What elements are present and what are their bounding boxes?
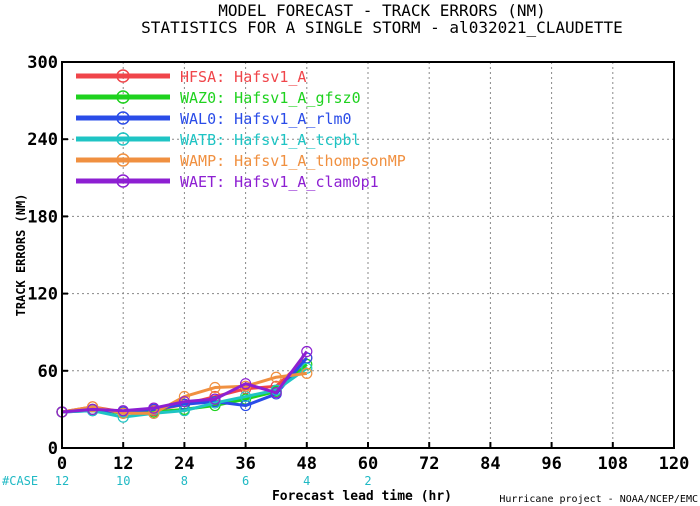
data-point — [240, 399, 252, 412]
series-line — [61, 367, 308, 419]
data-point — [117, 405, 129, 417]
legend-entry: WAZ0: Hafsv1_A_gfsz0 — [76, 89, 361, 107]
legend-entry: HFSA: Hafsv1_A — [76, 68, 306, 86]
legend-swatch-marker — [116, 132, 130, 146]
y-axis-label: TRACK ERRORS (NM) — [14, 194, 28, 317]
chart-title: MODEL FORECAST - TRACK ERRORS (NM) — [218, 1, 546, 20]
case-count: 12 — [55, 474, 69, 488]
legend-label: WAET: Hafsv1_A_clam0p1 — [180, 173, 379, 191]
plot-frame — [61, 61, 675, 449]
case-label: #CASE — [2, 474, 38, 488]
series-line — [61, 350, 309, 414]
y-tick-label: 60 — [38, 362, 58, 382]
legend-swatch-marker — [116, 90, 130, 104]
x-tick-label: 36 — [235, 454, 255, 474]
case-count-row: #CASE 12 10 8 6 4 2 — [2, 474, 372, 488]
data-point — [270, 371, 282, 383]
legend-label: WATB: Hafsv1_A_tcpbl — [180, 131, 361, 149]
legend-entry: WAL0: Hafsv1_A_rlm0 — [76, 110, 352, 128]
data-point — [240, 378, 252, 390]
y-tick-label: 0 — [48, 439, 58, 459]
series-waet — [56, 345, 313, 418]
data-point — [209, 393, 221, 405]
x-tick-label: 60 — [358, 454, 378, 474]
y-tick-label: 180 — [27, 207, 58, 227]
y-tick-label: 120 — [27, 285, 58, 305]
y-axis-ticks: 0 60 120 180 240 300 — [27, 53, 68, 459]
x-axis-ticks: 0 12 24 36 48 60 72 84 96 108 120 — [57, 442, 689, 474]
data-point — [178, 396, 190, 408]
x-tick-label: 12 — [113, 454, 133, 474]
x-tick-label: 120 — [659, 454, 690, 474]
chart-subtitle: STATISTICS FOR A SINGLE STORM - al032021… — [141, 18, 623, 37]
legend-label: WAZ0: Hafsv1_A_gfsz0 — [180, 89, 361, 107]
y-tick-label: 300 — [27, 53, 58, 73]
x-tick-label: 84 — [480, 454, 500, 474]
legend: HFSA: Hafsv1_A WAZ0: Hafsv1_A_gfsz0 WAL0: … — [76, 68, 406, 191]
x-tick-label: 72 — [419, 454, 439, 474]
legend-label: HFSA: Hafsv1_A — [180, 68, 306, 86]
data-point — [301, 362, 313, 374]
x-tick-label: 0 — [57, 454, 67, 474]
legend-label: WAL0: Hafsv1_A_rlm0 — [180, 110, 352, 128]
x-tick-label: 108 — [597, 454, 628, 474]
data-point — [178, 405, 190, 417]
data-point — [86, 403, 99, 415]
x-tick-label: 96 — [541, 454, 561, 474]
series-line — [61, 356, 308, 414]
data-point — [270, 387, 282, 399]
legend-entry: WAET: Hafsv1_A_clam0p1 — [76, 173, 379, 191]
case-count: 8 — [181, 474, 188, 488]
x-tick-label: 48 — [297, 454, 317, 474]
data-point — [209, 381, 221, 394]
case-count: 4 — [303, 474, 310, 488]
data-point — [301, 345, 313, 358]
legend-swatch-marker — [116, 111, 130, 125]
data-point — [148, 402, 160, 414]
legend-swatch-marker — [116, 69, 130, 83]
case-count: 6 — [242, 474, 249, 488]
legend-entry: WATB: Hafsv1_A_tcpbl — [76, 131, 361, 149]
case-count: 2 — [364, 474, 371, 488]
data-point — [86, 401, 99, 413]
x-tick-label: 24 — [174, 454, 194, 474]
series-group — [56, 345, 313, 423]
x-axis-label: Forecast lead time (hr) — [272, 489, 452, 504]
data-point — [301, 367, 313, 379]
credit-text: Hurricane project - NOAA/NCEP/EMC — [499, 494, 698, 505]
legend-swatch-marker — [116, 153, 130, 167]
data-point — [117, 407, 129, 419]
legend-entry: WAMP: Hafsv1_A_thompsonMP — [76, 152, 406, 170]
legend-label: WAMP: Hafsv1_A_thompsonMP — [180, 152, 406, 170]
y-tick-label: 240 — [27, 130, 58, 150]
legend-swatch-marker — [116, 174, 130, 188]
case-count: 10 — [116, 474, 130, 488]
